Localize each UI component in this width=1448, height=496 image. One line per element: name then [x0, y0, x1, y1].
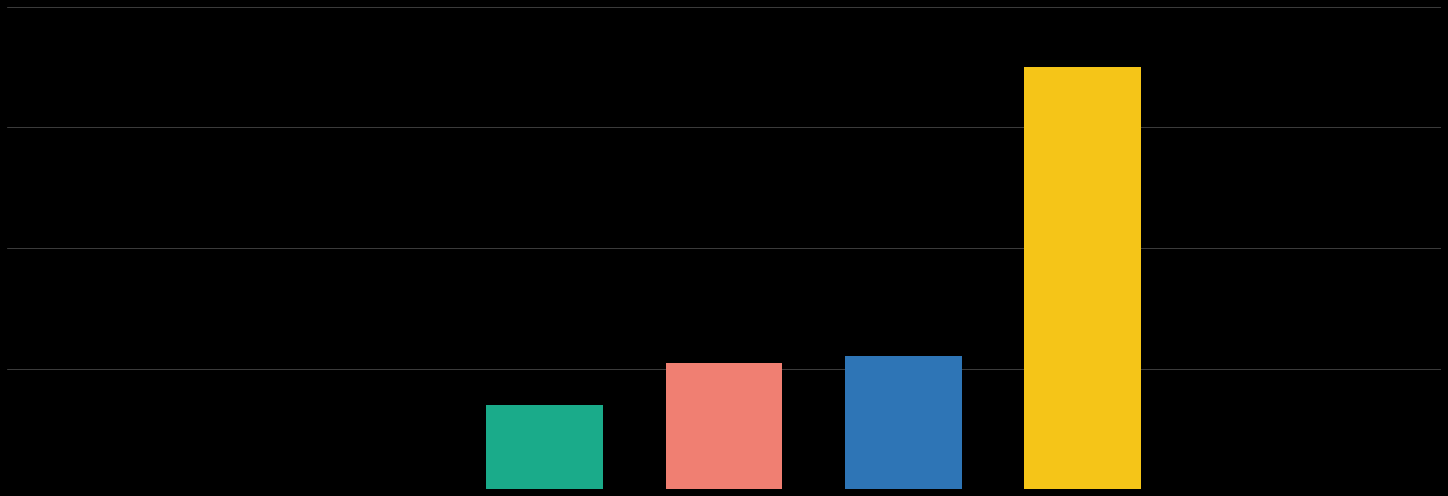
- Bar: [487, 405, 602, 489]
- Bar: [1024, 67, 1141, 489]
- Bar: [666, 363, 782, 489]
- Bar: [846, 357, 961, 489]
